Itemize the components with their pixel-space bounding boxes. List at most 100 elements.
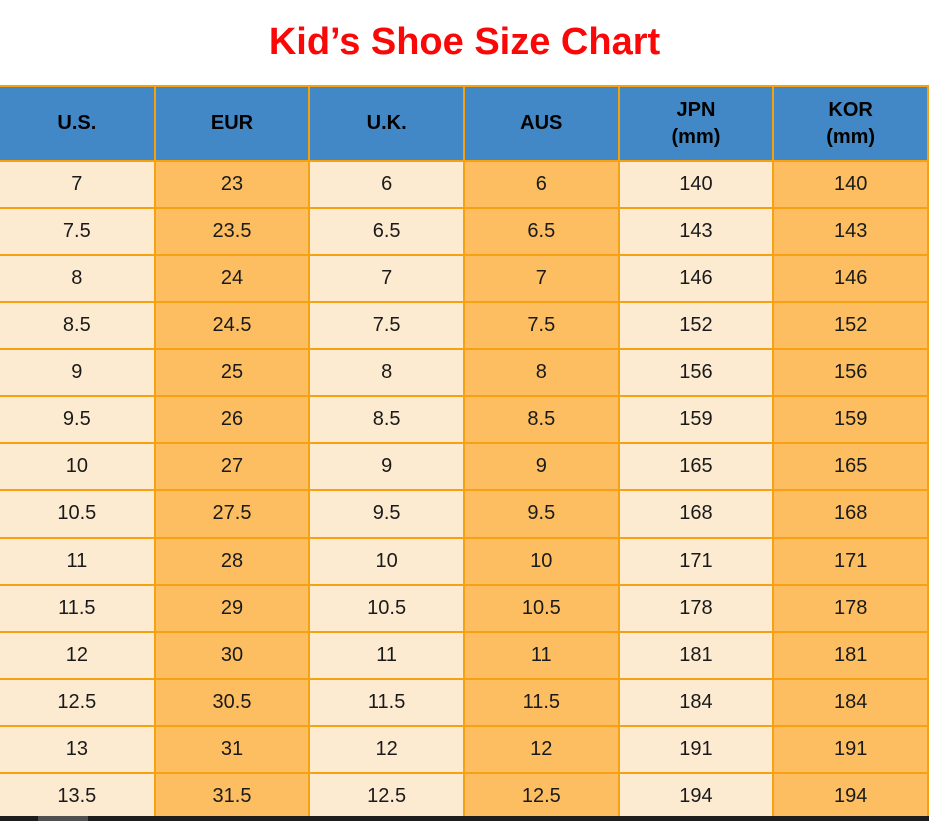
scrollbar-thumb[interactable] (38, 816, 88, 821)
table-cell: 171 (773, 537, 929, 586)
table-cell: 30 (154, 631, 311, 680)
table-cell: 28 (154, 537, 311, 586)
table-cell: 11.5 (0, 584, 156, 633)
table-cell: 7 (463, 255, 620, 304)
table-cell: 140 (618, 161, 775, 210)
table-cell: 29 (154, 584, 311, 633)
table-cell: 24 (154, 255, 311, 304)
table-row: 7.5 23.5 6.5 6.5 143 143 (0, 208, 929, 257)
table-cell: 156 (618, 349, 775, 398)
table-row: 10 27 9 9 165 165 (0, 443, 929, 492)
table-cell: 7 (309, 255, 465, 304)
table-cell: 9.5 (463, 490, 620, 539)
table-cell: 178 (618, 584, 775, 633)
table-header: U.S. EUR U.K. AUS JPN (mm) KOR (mm) (0, 85, 929, 162)
column-header-us: U.S. (0, 85, 156, 162)
table-cell: 152 (773, 302, 929, 351)
table-cell: 194 (618, 772, 775, 821)
table-cell: 31 (154, 725, 311, 774)
table-cell: 6.5 (463, 208, 620, 257)
table-cell: 10.5 (309, 584, 465, 633)
table-cell: 146 (618, 255, 775, 304)
column-header-eur: EUR (154, 85, 311, 162)
table-cell: 11.5 (463, 678, 620, 727)
table-cell: 178 (773, 584, 929, 633)
table-cell: 6.5 (309, 208, 465, 257)
table-cell: 10 (0, 443, 156, 492)
table-row: 8 24 7 7 146 146 (0, 255, 929, 304)
table-row: 13 31 12 12 191 191 (0, 725, 929, 774)
table-cell: 23 (154, 161, 311, 210)
header-row: U.S. EUR U.K. AUS JPN (mm) KOR (mm) (0, 85, 929, 162)
table-cell: 7.5 (463, 302, 620, 351)
table-cell: 9 (463, 443, 620, 492)
column-header-kor: KOR (mm) (773, 85, 929, 162)
shoe-size-table: U.S. EUR U.K. AUS JPN (mm) KOR (mm) 7 23 6… (0, 85, 929, 821)
table-cell: 171 (618, 537, 775, 586)
table-cell: 11 (463, 631, 620, 680)
table-cell: 8.5 (309, 396, 465, 445)
table-row: 11.5 29 10.5 10.5 178 178 (0, 584, 929, 633)
page-title: Kid’s Shoe Size Chart (268, 21, 661, 63)
table-cell: 181 (618, 631, 775, 680)
table-cell: 152 (618, 302, 775, 351)
table-cell: 12 (309, 725, 465, 774)
table-cell: 10.5 (0, 490, 156, 539)
table-cell: 12 (0, 631, 156, 680)
table-cell: 11 (309, 631, 465, 680)
table-cell: 13 (0, 725, 156, 774)
table-cell: 9 (0, 349, 156, 398)
horizontal-scrollbar[interactable] (0, 816, 929, 821)
table-cell: 8.5 (463, 396, 620, 445)
table-cell: 10 (463, 537, 620, 586)
table-cell: 31.5 (154, 772, 311, 821)
table-cell: 10.5 (463, 584, 620, 633)
table-cell: 26 (154, 396, 311, 445)
table-cell: 184 (773, 678, 929, 727)
table-cell: 165 (618, 443, 775, 492)
table-cell: 12.5 (0, 678, 156, 727)
table-cell: 143 (773, 208, 929, 257)
table-cell: 140 (773, 161, 929, 210)
table-row: 8.5 24.5 7.5 7.5 152 152 (0, 302, 929, 351)
table-cell: 184 (618, 678, 775, 727)
table-row: 12.5 30.5 11.5 11.5 184 184 (0, 678, 929, 727)
table-row: 13.5 31.5 12.5 12.5 194 194 (0, 772, 929, 821)
table-cell: 143 (618, 208, 775, 257)
table-cell: 12 (463, 725, 620, 774)
table-cell: 9.5 (309, 490, 465, 539)
table-cell: 9.5 (0, 396, 156, 445)
table-cell: 12.5 (309, 772, 465, 821)
table-cell: 146 (773, 255, 929, 304)
table-cell: 27.5 (154, 490, 311, 539)
table-cell: 7.5 (309, 302, 465, 351)
table-cell: 191 (773, 725, 929, 774)
table-row: 9.5 26 8.5 8.5 159 159 (0, 396, 929, 445)
table-cell: 24.5 (154, 302, 311, 351)
table-row: 9 25 8 8 156 156 (0, 349, 929, 398)
table-cell: 159 (618, 396, 775, 445)
table-row: 7 23 6 6 140 140 (0, 161, 929, 210)
table-cell: 8 (309, 349, 465, 398)
table-cell: 9 (309, 443, 465, 492)
table-cell: 8.5 (0, 302, 156, 351)
table-cell: 194 (773, 772, 929, 821)
table-cell: 8 (463, 349, 620, 398)
table-cell: 30.5 (154, 678, 311, 727)
table-cell: 6 (309, 161, 465, 210)
table-cell: 181 (773, 631, 929, 680)
table-cell: 11.5 (309, 678, 465, 727)
table-cell: 13.5 (0, 772, 156, 821)
table-cell: 165 (773, 443, 929, 492)
column-header-jpn: JPN (mm) (618, 85, 775, 162)
table-cell: 25 (154, 349, 311, 398)
table-cell: 12.5 (463, 772, 620, 821)
title-bar: Kid’s Shoe Size Chart (0, 0, 929, 85)
table-cell: 6 (463, 161, 620, 210)
column-header-uk: U.K. (309, 85, 465, 162)
column-header-aus: AUS (463, 85, 620, 162)
table-cell: 168 (618, 490, 775, 539)
table-cell: 27 (154, 443, 311, 492)
table-body: 7 23 6 6 140 140 7.5 23.5 6.5 6.5 143 143 8 24 7 7 146 14… (0, 161, 929, 821)
